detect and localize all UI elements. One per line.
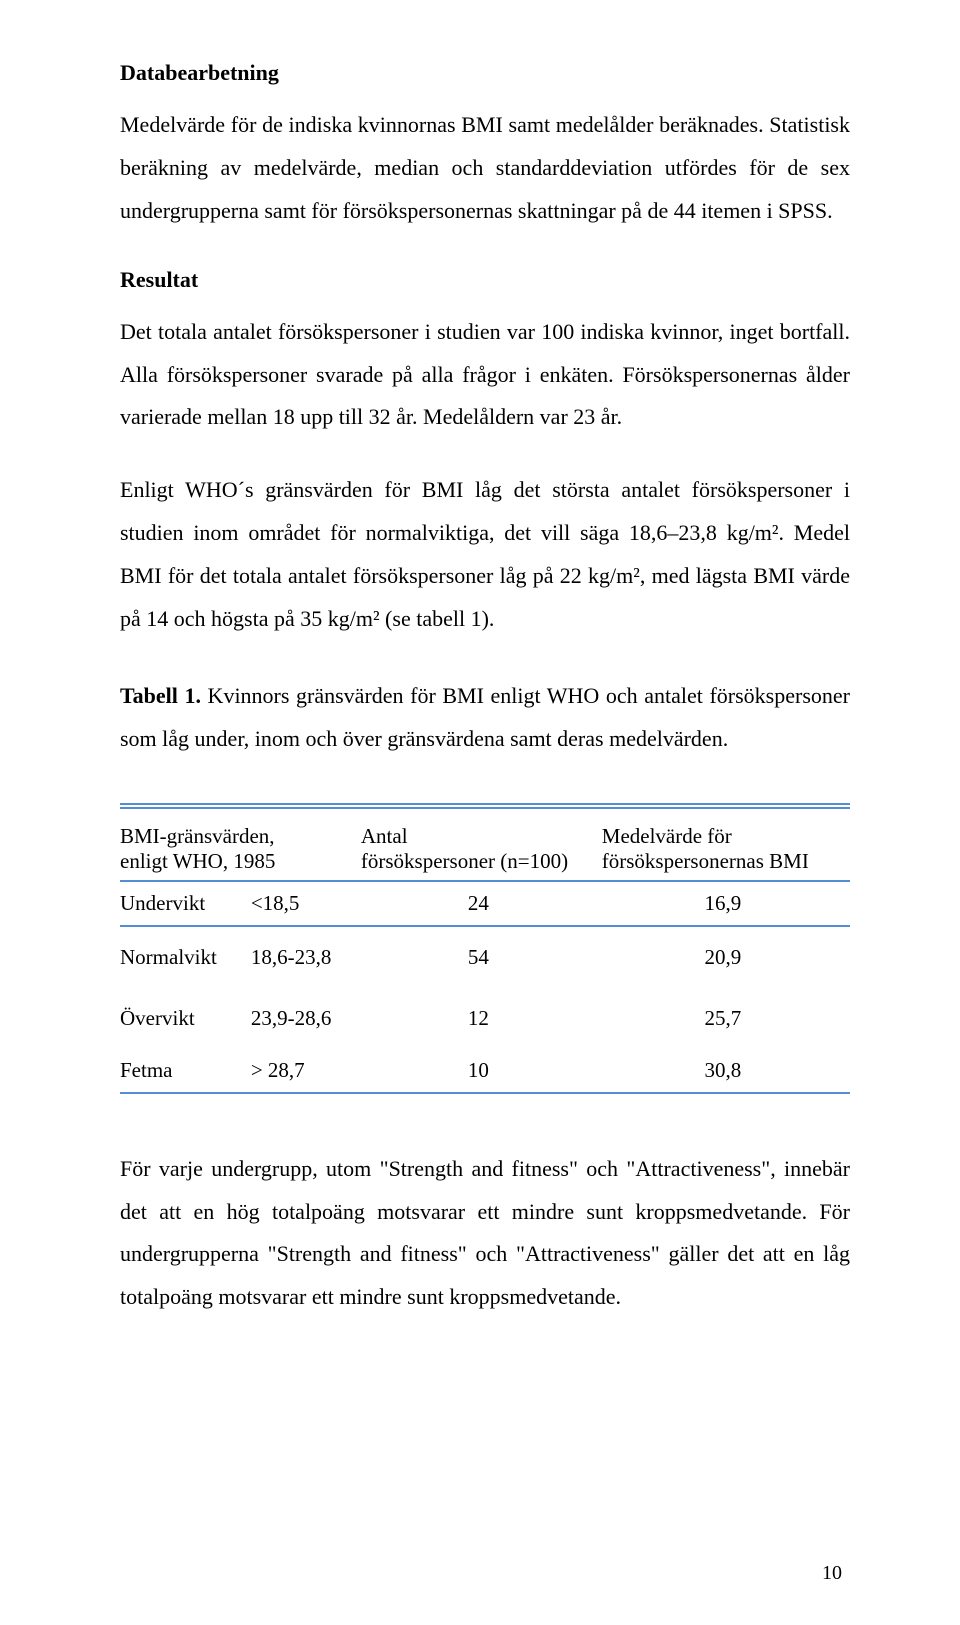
table-row: Fetma > 28,7 10 30,8 [120, 1049, 850, 1093]
page: Databearbetning Medelvärde för de indisk… [0, 0, 960, 1625]
col-header-mean: Medelvärde för försökspersonernas BMI [602, 818, 850, 881]
paragraph-resultat-1: Det totala antalet försökspersoner i stu… [120, 311, 850, 440]
heading-resultat: Resultat [120, 267, 850, 293]
cell-mean: 16,9 [602, 881, 850, 926]
heading-databearbetning: Databearbetning [120, 60, 850, 86]
paragraph-resultat-2: Enligt WHO´s gränsvärden för BMI låg det… [120, 469, 850, 641]
cell-range: > 28,7 [251, 1049, 361, 1093]
bmi-table: BMI-gränsvärden, enligt WHO, 1985 Antal … [120, 803, 850, 1094]
paragraph-databearbetning: Medelvärde för de indiska kvinnornas BMI… [120, 104, 850, 233]
cell-range: 18,6-23,8 [251, 926, 361, 988]
cell-label: Normalvikt [120, 926, 251, 988]
cell-label: Övervikt [120, 988, 251, 1049]
cell-count: 10 [361, 1049, 602, 1093]
table-caption-text: Kvinnors gränsvärden för BMI enligt WHO … [120, 683, 850, 751]
cell-range: 23,9-28,6 [251, 988, 361, 1049]
cell-count: 54 [361, 926, 602, 988]
cell-mean: 20,9 [602, 926, 850, 988]
cell-mean: 25,7 [602, 988, 850, 1049]
cell-range: <18,5 [251, 881, 361, 926]
cell-count: 12 [361, 988, 602, 1049]
page-number: 10 [822, 1562, 842, 1585]
col-header-count: Antal försökspersoner (n=100) [361, 818, 602, 881]
paragraph-footer: För varje undergrupp, utom "Strength and… [120, 1148, 850, 1320]
cell-mean: 30,8 [602, 1049, 850, 1093]
col-header-bmi: BMI-gränsvärden, enligt WHO, 1985 [120, 818, 361, 881]
table-caption-label: Tabell 1. [120, 683, 201, 708]
table-row: Normalvikt 18,6-23,8 54 20,9 [120, 926, 850, 988]
cell-label: Undervikt [120, 881, 251, 926]
cell-label: Fetma [120, 1049, 251, 1093]
table-row: Undervikt <18,5 24 16,9 [120, 881, 850, 926]
table-row: Övervikt 23,9-28,6 12 25,7 [120, 988, 850, 1049]
table-caption: Tabell 1. Kvinnors gränsvärden för BMI e… [120, 675, 850, 761]
cell-count: 24 [361, 881, 602, 926]
